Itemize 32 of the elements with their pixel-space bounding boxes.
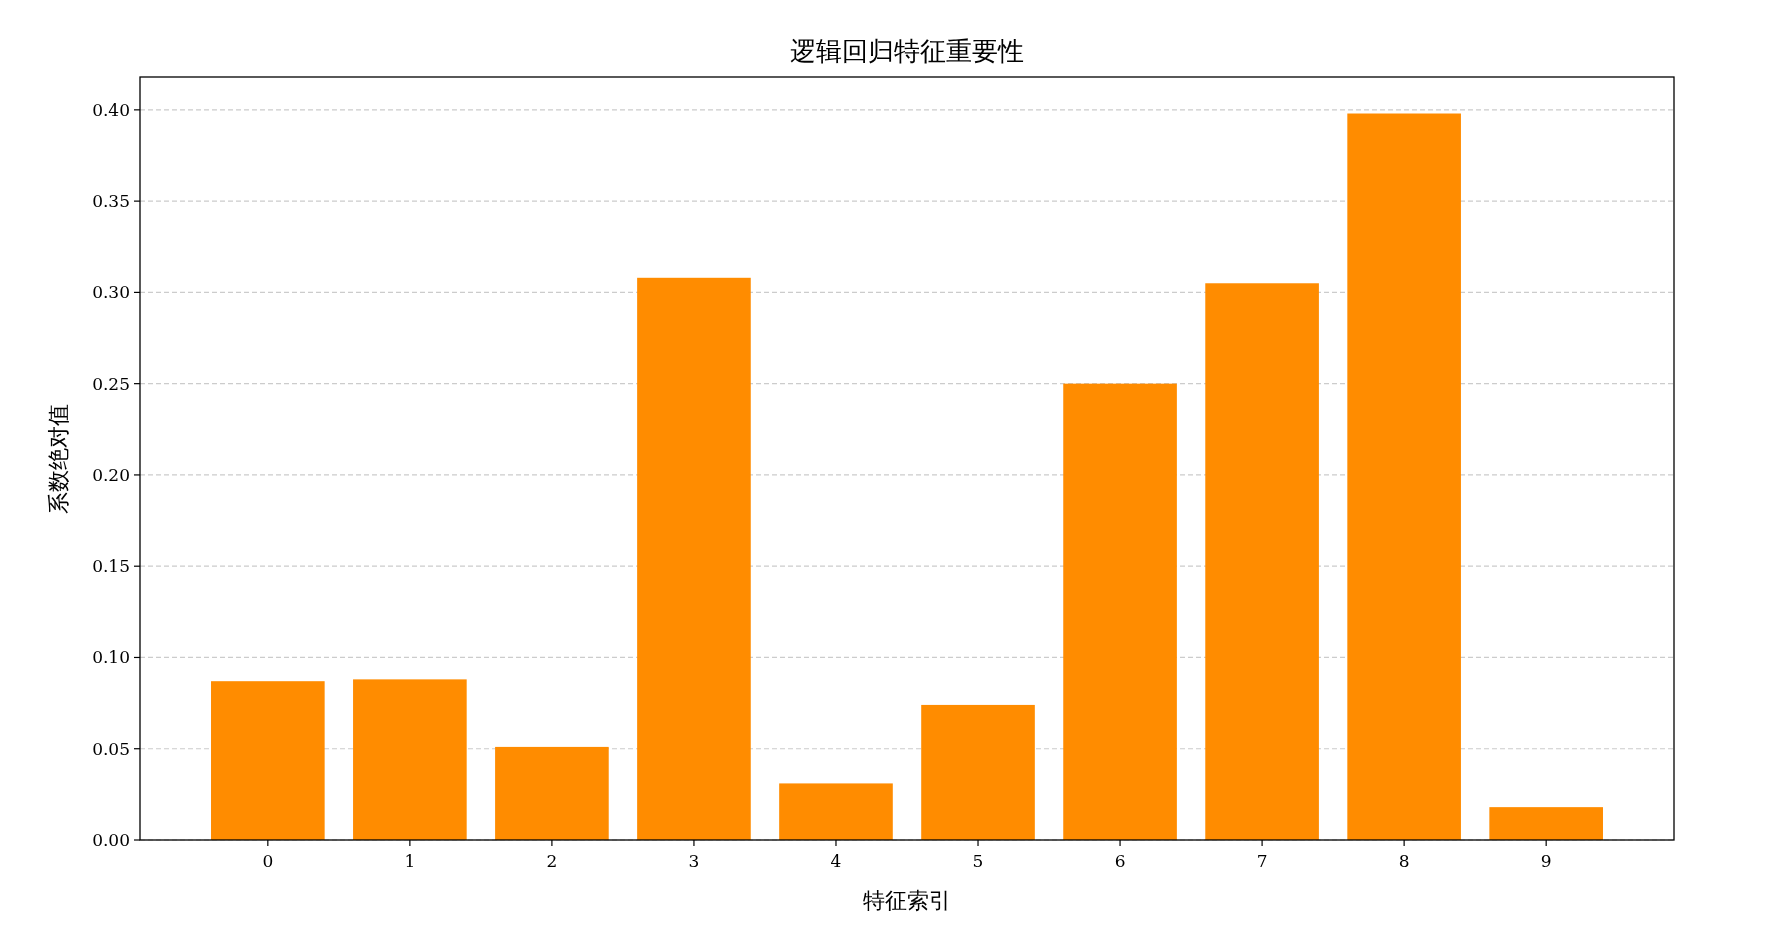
bar: [779, 783, 893, 840]
y-tick-label: 0.35: [92, 191, 130, 212]
x-tick-label: 6: [1114, 851, 1126, 871]
y-tick-label: 0.25: [92, 373, 130, 394]
x-tick-label: 3: [688, 851, 700, 871]
y-tick-label: 0.30: [92, 282, 130, 303]
x-tick-label: 8: [1398, 851, 1410, 871]
bar: [211, 681, 325, 840]
chart-title: 逻辑回归特征重要性: [790, 36, 1024, 66]
bar: [1489, 807, 1603, 840]
x-tick-label: 7: [1256, 851, 1268, 871]
x-tick-label: 5: [972, 851, 984, 871]
bar: [353, 679, 467, 840]
y-tick-label: 0.15: [92, 556, 130, 577]
y-tick-label: 0.40: [92, 99, 130, 120]
y-tick-label: 0.10: [92, 647, 130, 668]
bar: [1063, 383, 1177, 840]
x-tick-label: 9: [1540, 851, 1552, 871]
bar: [495, 746, 609, 840]
x-tick-label: 0: [262, 851, 274, 871]
y-tick-label: 0.20: [92, 464, 130, 485]
bar: [637, 277, 751, 840]
x-tick-label: 2: [546, 851, 558, 871]
y-axis-title: 系数绝对值: [46, 403, 71, 514]
x-axis-title: 特征索引: [863, 888, 951, 913]
bar: [1205, 283, 1319, 840]
x-tick-label: 1: [404, 851, 416, 871]
y-tick-label: 0.05: [92, 738, 130, 759]
x-tick-label: 4: [830, 851, 842, 871]
y-tick-label: 0.00: [92, 830, 130, 850]
bar: [921, 704, 1035, 840]
bar: [1347, 113, 1461, 840]
